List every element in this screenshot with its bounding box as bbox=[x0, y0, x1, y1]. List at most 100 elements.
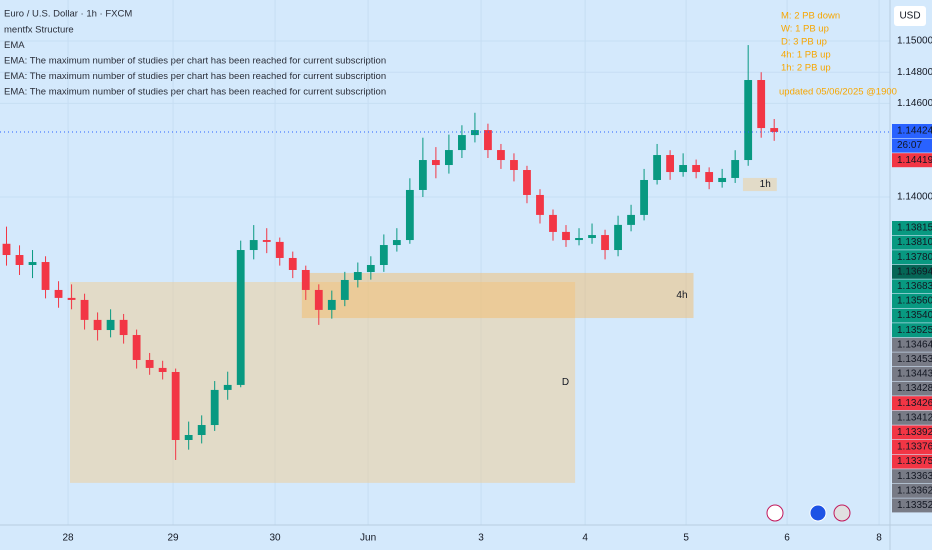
zone-label: 4h bbox=[676, 290, 687, 301]
candle-body bbox=[184, 435, 193, 440]
candle-body bbox=[770, 128, 779, 132]
candle-body bbox=[523, 170, 531, 195]
price-tag-label: 1.14419 bbox=[897, 155, 932, 166]
indicator-label: EMA bbox=[4, 40, 25, 51]
price-tag-label: 1.13392 bbox=[897, 427, 932, 438]
x-tick-label: 8 bbox=[876, 533, 882, 544]
candle-body bbox=[497, 150, 505, 161]
y-tick-label: 1.15000 bbox=[897, 36, 932, 47]
candle-body bbox=[705, 172, 714, 183]
price-tag-label: 1.13540 bbox=[897, 310, 932, 321]
icon[interactable] bbox=[766, 504, 784, 522]
x-tick-label: 30 bbox=[270, 533, 282, 544]
price-tag-label: 1.13683 bbox=[897, 281, 932, 292]
candle-body bbox=[692, 165, 701, 173]
candle-body bbox=[301, 269, 310, 290]
price-tag bbox=[892, 279, 932, 294]
plot-area: D 4h 1h bbox=[0, 0, 890, 525]
price-tag bbox=[892, 138, 932, 153]
zone-label: 1h bbox=[760, 179, 771, 190]
chart-title: Euro / U.S. Dollar · 1h · FXCM bbox=[4, 9, 132, 20]
price-tag bbox=[892, 294, 932, 308]
x-tick-label: 28 bbox=[62, 533, 74, 544]
price-tag-label: 1.13352 bbox=[897, 500, 932, 511]
price-tag-label: 1.13815 bbox=[897, 223, 932, 234]
price-tag-label: 1.13560 bbox=[897, 296, 932, 307]
y-tick-label: 1.14800 bbox=[897, 67, 932, 78]
price-tag bbox=[892, 250, 932, 265]
price-tag bbox=[892, 323, 932, 338]
y-tick-label: 1.14600 bbox=[897, 98, 932, 109]
candle-body bbox=[379, 245, 388, 265]
price-tag-label: 26:07 bbox=[897, 140, 922, 151]
candle-body bbox=[197, 425, 206, 436]
candle-body bbox=[119, 319, 128, 336]
currency-box[interactable] bbox=[894, 6, 926, 26]
price-tag bbox=[892, 153, 932, 168]
candle-body bbox=[54, 289, 63, 298]
candle-body bbox=[718, 177, 727, 183]
price-tag bbox=[892, 308, 932, 323]
price-tag bbox=[892, 454, 932, 469]
price-tag-label: 1.13412 bbox=[897, 412, 932, 423]
indicator-label: EMA: The maximum number of studies per c… bbox=[4, 71, 386, 82]
price-tag-label: 1.13362 bbox=[897, 485, 932, 496]
candle-body bbox=[484, 130, 492, 151]
price-tag bbox=[892, 483, 932, 498]
candle-body bbox=[340, 279, 349, 300]
price-tag bbox=[892, 235, 932, 250]
x-tick-label: 6 bbox=[784, 533, 790, 544]
price-tag-label: 1.13525 bbox=[897, 325, 932, 336]
candle-body bbox=[210, 389, 219, 426]
candle-body bbox=[158, 367, 167, 372]
candle-body bbox=[2, 243, 11, 256]
candle-body bbox=[431, 160, 440, 166]
candle-body bbox=[588, 235, 596, 239]
zone bbox=[70, 281, 576, 483]
price-tag-label: 1.13464 bbox=[897, 339, 932, 350]
candle-body bbox=[510, 160, 518, 171]
candle-body bbox=[249, 240, 258, 251]
candle-body bbox=[288, 257, 297, 270]
candle-body bbox=[445, 150, 453, 166]
x-tick-label: 29 bbox=[167, 533, 179, 544]
icon[interactable] bbox=[833, 504, 851, 522]
candle-body bbox=[458, 135, 466, 151]
bottom-icons bbox=[766, 504, 851, 522]
price-tag-label: 1.14424 bbox=[897, 126, 932, 137]
annotation: D: 3 PB up bbox=[781, 37, 827, 48]
candle-body bbox=[679, 165, 688, 173]
candle-body bbox=[614, 224, 622, 251]
price-tag-label: 1.13453 bbox=[897, 354, 932, 365]
candle-body bbox=[405, 189, 414, 241]
price-tag bbox=[892, 410, 932, 425]
candle-body bbox=[653, 155, 661, 180]
price-tag-label: 1.13780 bbox=[897, 252, 932, 263]
annotation: M: 2 PB down bbox=[781, 11, 840, 22]
zone bbox=[742, 177, 777, 192]
price-tag bbox=[892, 498, 932, 513]
candle-body bbox=[666, 155, 675, 173]
candle-body bbox=[145, 359, 154, 368]
candle-body bbox=[353, 272, 362, 280]
candle-body bbox=[132, 335, 141, 360]
candle-body bbox=[366, 264, 375, 273]
candle-body bbox=[28, 262, 37, 265]
price-tag-label: 1.13428 bbox=[897, 383, 932, 394]
price-tag-label: 1.13376 bbox=[897, 442, 932, 453]
candle-body bbox=[471, 130, 479, 136]
annotation: updated 05/06/2025 @1900 bbox=[779, 87, 897, 98]
y-tick-label: 1.14000 bbox=[897, 192, 932, 203]
price-tag bbox=[892, 440, 932, 454]
candle-body bbox=[106, 319, 115, 331]
annotation: 4h: 1 PB up bbox=[781, 50, 831, 61]
price-tag bbox=[892, 337, 932, 352]
price-tag bbox=[892, 264, 932, 279]
candle-body bbox=[601, 235, 609, 251]
zone bbox=[301, 272, 694, 319]
candle-body bbox=[731, 160, 740, 178]
indicator-label: mentfx Structure bbox=[4, 25, 74, 36]
candle-body bbox=[15, 255, 24, 265]
icon[interactable] bbox=[809, 504, 827, 522]
